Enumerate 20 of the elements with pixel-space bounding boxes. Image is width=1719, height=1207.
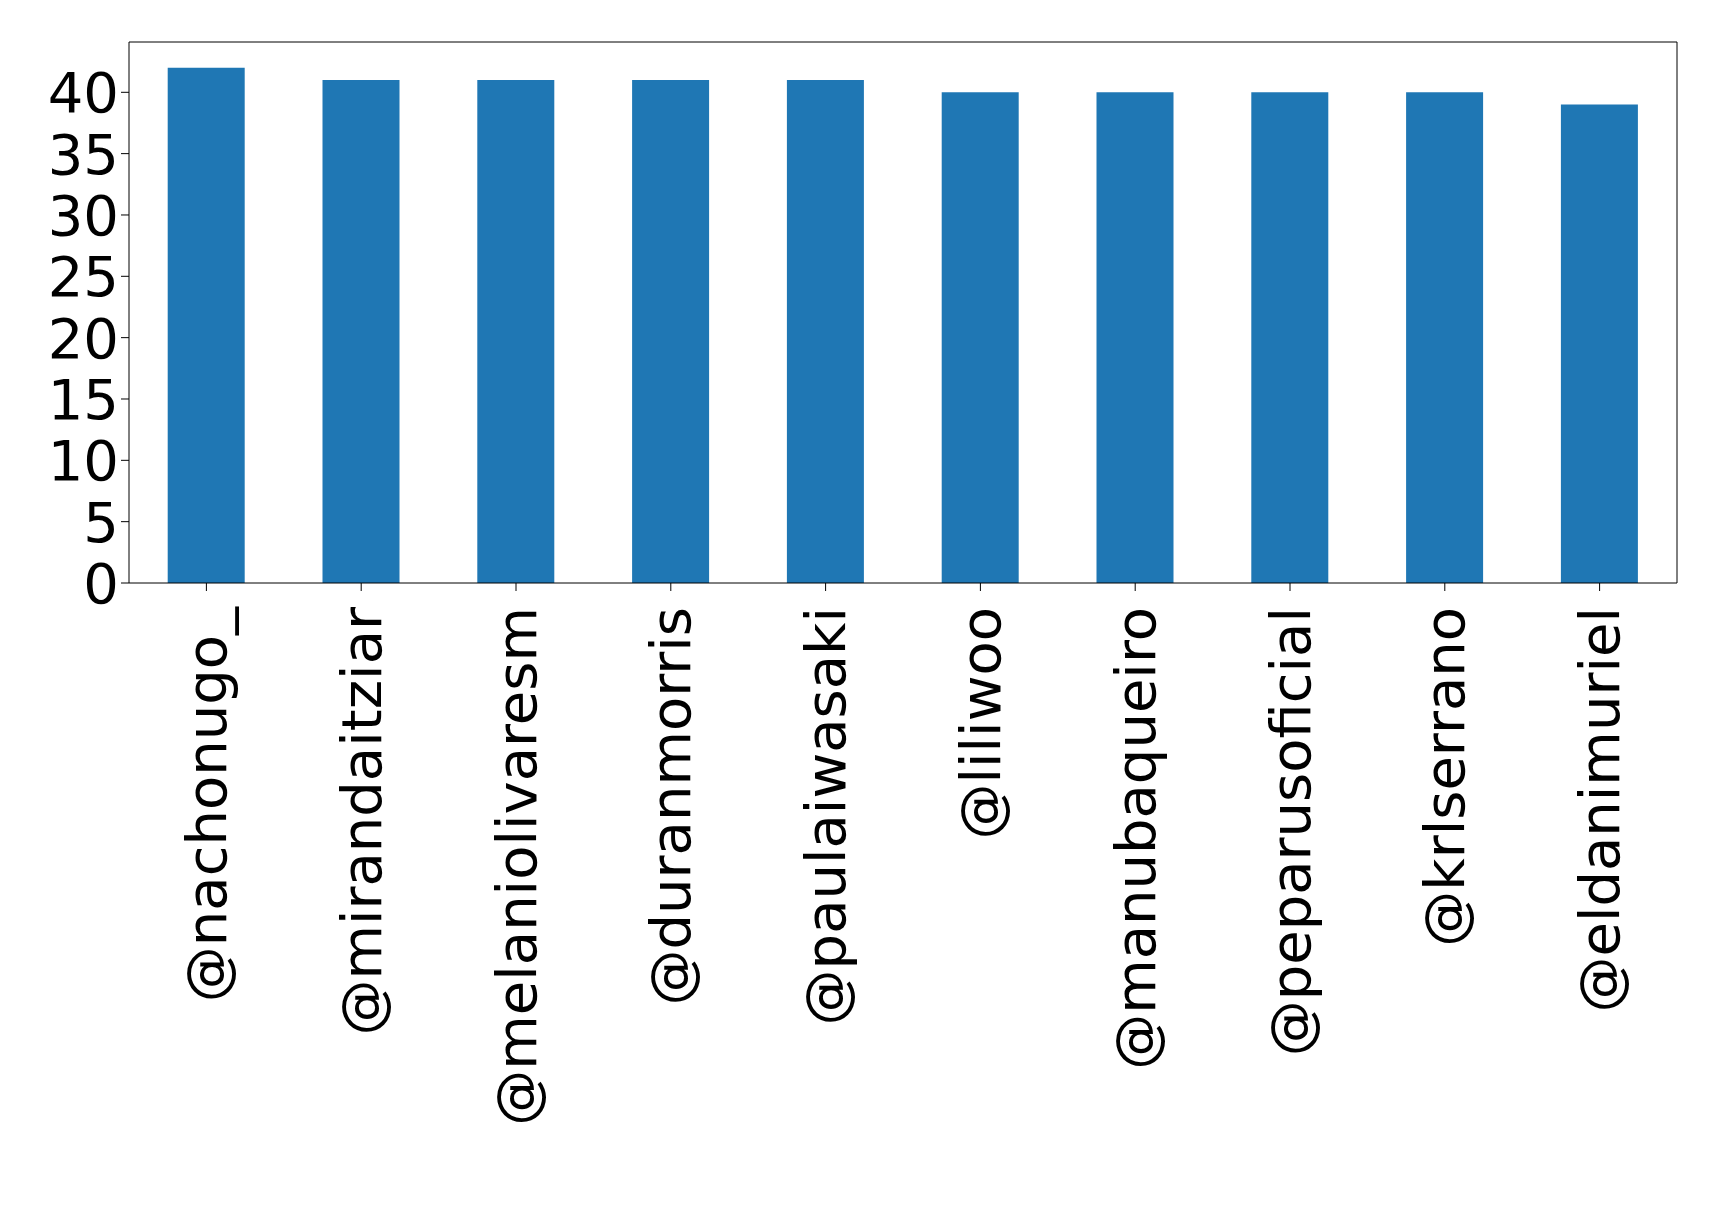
x-tick-label: @paulaiwasaki: [793, 607, 859, 1026]
bar: [1251, 92, 1329, 583]
x-tick-label: @melaniolivaresm: [483, 607, 549, 1126]
x-tick-label: @eldanimuriel: [1567, 607, 1633, 1013]
x-tick-label: @liliwoo: [947, 607, 1013, 840]
bar: [1406, 92, 1484, 583]
bar: [167, 67, 245, 583]
bar: [1096, 92, 1174, 583]
x-tick-label: @peparusoficial: [1257, 607, 1323, 1057]
x-tick-label: @mirandaitziar: [328, 606, 394, 1036]
bar: [632, 80, 710, 583]
bar: [1560, 104, 1638, 583]
x-tick-label: @duranmorris: [638, 607, 704, 1006]
x-tick-label: @nachonugo_: [173, 606, 239, 1003]
bar: [941, 92, 1019, 583]
x-tick-label: @manubaqueiro: [1102, 607, 1168, 1070]
bar: [477, 80, 555, 583]
x-tick-label: @krlserrano: [1412, 607, 1478, 947]
bar: [786, 80, 864, 583]
bar: [322, 80, 400, 583]
